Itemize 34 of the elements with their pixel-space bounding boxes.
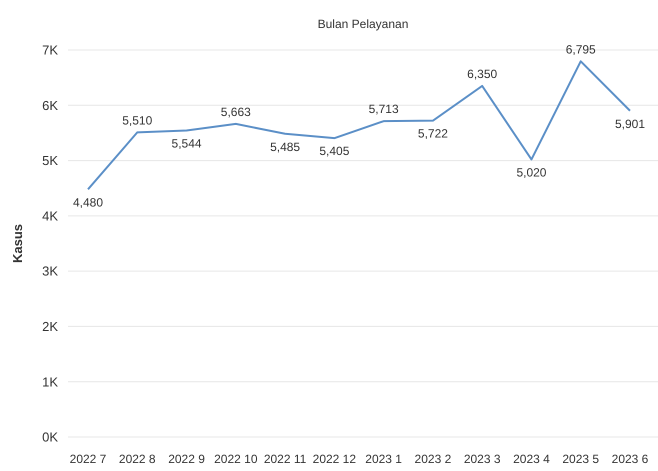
y-tick-label: 1K bbox=[42, 374, 58, 390]
x-tick-label: 2023 5 bbox=[562, 452, 600, 466]
data-label: 4,480 bbox=[72, 195, 104, 210]
data-label: 5,713 bbox=[368, 102, 399, 116]
data-label: 6,795 bbox=[566, 42, 596, 56]
data-label: 5,722 bbox=[418, 126, 448, 141]
x-tick-label: 2023 1 bbox=[365, 452, 402, 466]
y-tick-label: 6K bbox=[42, 98, 58, 113]
x-tick-label: 2022 9 bbox=[168, 452, 206, 466]
x-tick-label: 2022 7 bbox=[70, 452, 107, 466]
y-axis-title: Kasus bbox=[10, 224, 25, 264]
y-tick-label: 3K bbox=[42, 264, 58, 279]
data-label: 5,405 bbox=[319, 144, 350, 158]
y-tick-label: 0K bbox=[42, 430, 58, 445]
data-label: 5,020 bbox=[516, 165, 547, 180]
x-tick-label: 2023 3 bbox=[464, 452, 501, 466]
data-label: 5,901 bbox=[614, 116, 646, 131]
data-label: 5,663 bbox=[220, 104, 252, 119]
x-tick-label: 2022 11 bbox=[264, 452, 307, 466]
x-tick-label: 2022 8 bbox=[118, 452, 156, 466]
data-label: 5,485 bbox=[270, 140, 300, 154]
y-tick-label: 7K bbox=[42, 42, 58, 58]
y-tick-label: 2K bbox=[42, 318, 58, 334]
y-tick-label: 4K bbox=[42, 208, 58, 224]
data-label: 6,350 bbox=[467, 66, 498, 81]
data-label: 5,544 bbox=[172, 136, 202, 150]
x-tick-label: 2023 4 bbox=[513, 452, 550, 466]
x-tick-label: 2023 6 bbox=[612, 452, 649, 466]
x-tick-label: 2023 2 bbox=[414, 452, 452, 466]
x-tick-label: 2022 10 bbox=[214, 452, 258, 466]
chart-title: Bulan Pelayanan bbox=[318, 17, 408, 31]
x-tick-label: 2022 12 bbox=[312, 452, 356, 466]
data-label: 5,510 bbox=[122, 113, 153, 128]
y-tick-label: 5K bbox=[42, 153, 58, 168]
